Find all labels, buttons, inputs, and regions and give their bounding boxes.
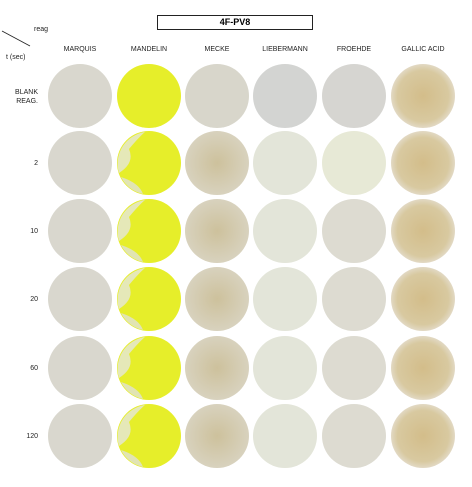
well-clearing xyxy=(121,313,143,330)
well xyxy=(391,336,455,400)
well xyxy=(117,131,181,195)
well xyxy=(322,404,386,468)
well xyxy=(322,64,386,128)
well xyxy=(322,336,386,400)
well xyxy=(185,64,249,128)
well xyxy=(253,267,317,331)
well xyxy=(48,199,112,263)
well xyxy=(48,64,112,128)
well xyxy=(48,131,112,195)
well xyxy=(391,404,455,468)
well-clearing xyxy=(117,405,145,446)
well xyxy=(185,336,249,400)
well xyxy=(185,131,249,195)
well xyxy=(253,64,317,128)
corner-divider xyxy=(1,30,31,47)
column-header: LIEBERMANN xyxy=(262,46,308,53)
well-clearing xyxy=(117,200,145,241)
row-label: 120 xyxy=(26,433,38,440)
well xyxy=(391,267,455,331)
well xyxy=(391,199,455,263)
well xyxy=(48,267,112,331)
column-header: GALLIC ACID xyxy=(401,46,445,53)
well xyxy=(253,404,317,468)
well xyxy=(322,267,386,331)
row-label: 20 xyxy=(30,296,38,303)
column-header: FROEHDE xyxy=(336,46,372,53)
well xyxy=(253,131,317,195)
well xyxy=(117,64,181,128)
well xyxy=(117,199,181,263)
corner-bottom: t (sec) xyxy=(6,54,26,61)
well-clearing xyxy=(121,382,143,399)
well-clearing xyxy=(121,245,143,262)
well-clearing xyxy=(117,337,145,378)
title: 4F-PV8 xyxy=(157,15,313,30)
well xyxy=(253,199,317,263)
well xyxy=(117,404,181,468)
well xyxy=(117,336,181,400)
column-header: MECKE xyxy=(204,46,230,53)
well xyxy=(322,199,386,263)
row-label: BLANK REAG. xyxy=(15,89,38,105)
well xyxy=(391,131,455,195)
column-header: MARQUIS xyxy=(63,46,97,53)
column-header: MANDELIN xyxy=(130,46,168,53)
well xyxy=(253,336,317,400)
row-label: 2 xyxy=(34,160,38,167)
corner-top: reag xyxy=(34,26,49,33)
well-clearing xyxy=(117,268,145,309)
well xyxy=(391,64,455,128)
well xyxy=(322,131,386,195)
well-clearing xyxy=(121,450,143,467)
well xyxy=(117,267,181,331)
well-clearing xyxy=(117,132,145,173)
well xyxy=(185,404,249,468)
well xyxy=(48,336,112,400)
well xyxy=(185,199,249,263)
well-clearing xyxy=(121,177,143,194)
row-label: 60 xyxy=(30,365,38,372)
well xyxy=(185,267,249,331)
well xyxy=(48,404,112,468)
row-label: 10 xyxy=(30,228,38,235)
